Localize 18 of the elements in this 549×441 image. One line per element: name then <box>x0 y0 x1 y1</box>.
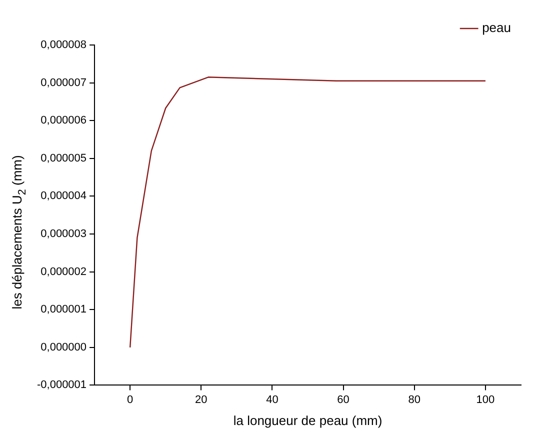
x-tick-label: 40 <box>266 394 278 406</box>
legend-label: peau <box>482 20 511 36</box>
y-tick-label: 0,000004 <box>40 190 87 202</box>
y-tick-label: 0,000006 <box>40 114 87 127</box>
y-tick-label: 0,000003 <box>40 228 87 240</box>
x-tick-label: 20 <box>195 394 208 406</box>
x-tick-label: 0 <box>127 394 134 406</box>
x-tick-label: 80 <box>408 394 421 406</box>
x-axis-title: la longueur de peau (mm) <box>233 412 382 428</box>
y-tick-label: 0,000001 <box>40 304 87 316</box>
y-tick-label: 0,000002 <box>40 266 87 278</box>
y-tick-label: 0,000000 <box>40 341 87 354</box>
y-tick-label: 0,000005 <box>40 152 87 164</box>
y-tick-label: 0,000008 <box>40 39 87 52</box>
x-tick-label: 60 <box>337 394 350 406</box>
y-tick-label: -0,000001 <box>36 379 87 392</box>
x-tick-label: 100 <box>476 394 495 406</box>
y-tick-label: 0,000007 <box>40 76 87 89</box>
